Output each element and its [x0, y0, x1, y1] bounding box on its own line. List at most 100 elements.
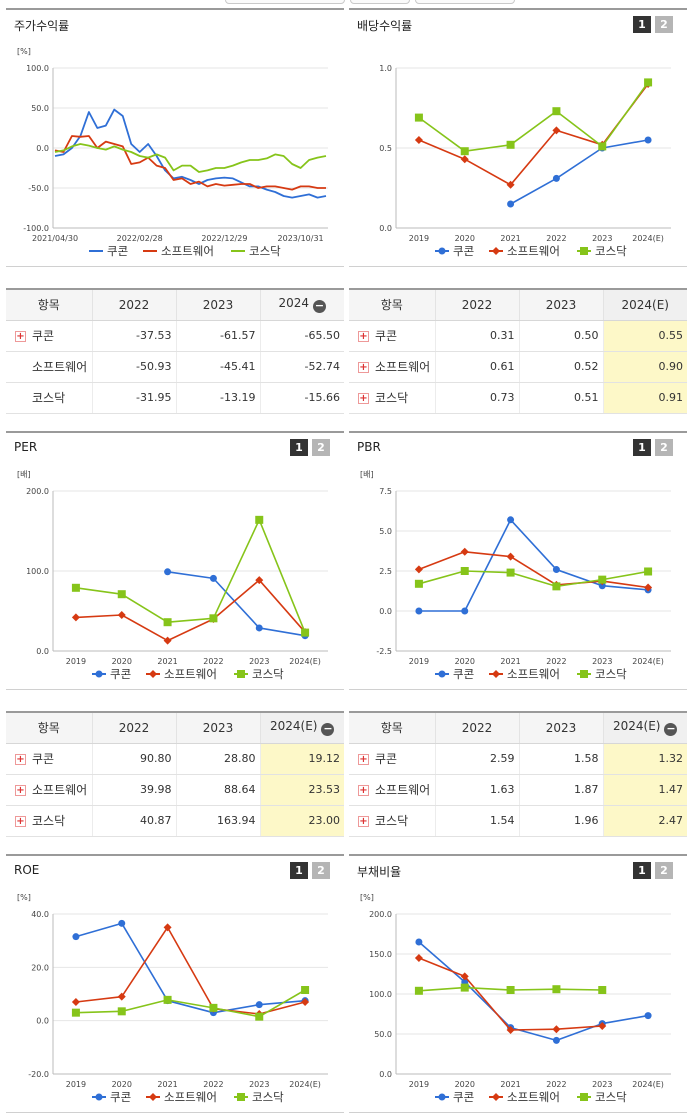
table-cell: -50.93 [91, 351, 176, 383]
toggle-button-2[interactable]: 2 [312, 862, 330, 879]
series-line-coupang [418, 519, 649, 612]
toggle-button-1[interactable]: 1 [290, 862, 308, 879]
x-tick-label: 2022 [546, 234, 566, 243]
table-cell: -31.95 [91, 382, 176, 414]
table-row: + 쿠콘 0.31 0.50 0.55 [349, 320, 687, 352]
legend-item-software: 소프트웨어 [489, 667, 560, 681]
chart-title: 배당수익률 [357, 19, 413, 33]
legend-marker-kosdaq [580, 670, 588, 678]
legend-label: 코스닥 [595, 667, 627, 681]
data-point-kosdaq [163, 995, 172, 1004]
data-point-coupang [118, 919, 126, 927]
toggle-button-2[interactable]: 2 [655, 439, 673, 456]
toggle-button-2[interactable]: 2 [312, 439, 330, 456]
data-point-kosdaq [117, 590, 126, 599]
legend-label: 코스닥 [595, 244, 627, 258]
y-tick-label: 100.0 [26, 567, 49, 576]
legend-item-kosdaq: 코스닥 [231, 244, 281, 258]
x-tick-label: 2024(E) [632, 657, 664, 666]
y-tick-label: 50.0 [31, 104, 49, 113]
expand-icon[interactable]: + [358, 392, 369, 404]
legend-item-kosdaq: 코스닥 [234, 667, 284, 681]
expand-icon[interactable]: + [15, 753, 26, 765]
chart-panel-debt-ratio: 부채비율 1 2 [%] 200.0 150.0 100.0 50.0 0.0 2019 2020 2… [349, 854, 687, 1113]
expand-icon[interactable]: + [15, 784, 26, 796]
legend-item-kosdaq: 코스닥 [577, 667, 627, 681]
legend-marker-software [149, 1093, 157, 1101]
toggle-button-1[interactable]: 1 [633, 862, 651, 879]
data-point-kosdaq [209, 614, 218, 623]
legend-label: 소프트웨어 [161, 244, 214, 258]
legend-marker-software [492, 670, 500, 678]
x-tick-label: 2024(E) [289, 1080, 321, 1089]
toolbar-button[interactable] [225, 0, 345, 4]
table-cell: 1.54 [434, 805, 519, 837]
row-label: 소프트웨어 [6, 351, 92, 383]
data-point-coupang [507, 516, 515, 524]
table-cell: 28.80 [175, 743, 260, 775]
y-tick-label: 200.0 [26, 487, 49, 496]
expand-icon[interactable]: + [358, 361, 369, 373]
legend-item-kosdaq: 코스닥 [234, 1090, 284, 1104]
data-point-software [117, 611, 126, 619]
toolbar-button[interactable] [415, 0, 515, 4]
expand-icon[interactable]: + [358, 753, 369, 765]
data-point-kosdaq [460, 567, 469, 575]
table-cell: -15.66 [259, 382, 344, 414]
data-point-kosdaq [644, 78, 653, 87]
legend-item-software: 소프트웨어 [489, 1090, 560, 1104]
series-coupang [415, 938, 652, 1044]
data-point-kosdaq [301, 628, 310, 637]
top-toolbar [0, 0, 691, 6]
legend-marker-kosdaq [580, 1093, 588, 1101]
data-point-coupang [552, 174, 560, 182]
collapse-icon[interactable]: − [664, 722, 678, 737]
toggle-button-1[interactable]: 1 [633, 16, 651, 33]
expand-icon[interactable]: + [15, 330, 26, 342]
expand-icon[interactable]: + [358, 784, 369, 796]
column-header: 2022 [91, 289, 176, 321]
y-tick-label: 7.5 [379, 487, 392, 496]
chart-title: 주가수익률 [14, 19, 70, 33]
legend-marker-coupang [438, 1093, 446, 1101]
legend-item-kosdaq: 코스닥 [577, 244, 627, 258]
expand-icon[interactable]: + [15, 815, 26, 827]
expand-icon[interactable]: + [358, 330, 369, 342]
data-point-coupang [255, 624, 263, 632]
table-row: + 코스닥 1.54 1.96 2.47 [349, 805, 687, 837]
legend-item-kosdaq: 코스닥 [577, 1090, 627, 1104]
data-table-dividend: 항목 2022 2023 2024(E) + 쿠콘 0.31 0.50 0.55 + 소프트웨어 0.… [349, 288, 687, 414]
data-point-software [71, 613, 80, 622]
x-tick-label: 2022 [546, 657, 566, 666]
column-header: 2024(E) − [602, 712, 687, 744]
toolbar-button[interactable] [350, 0, 410, 4]
legend-label: 쿠콘 [107, 244, 128, 258]
toggle-button-1[interactable]: 1 [633, 439, 651, 456]
data-point-kosdaq [506, 140, 515, 149]
series-kosdaq [71, 515, 310, 637]
x-tick-label: 2022 [546, 1080, 566, 1089]
table-cell: -61.57 [175, 320, 260, 352]
toggle-button-2[interactable]: 2 [655, 16, 673, 33]
y-tick-label: 0.0 [36, 647, 49, 656]
table-cell: -65.50 [259, 320, 344, 352]
series-coupang [507, 136, 652, 208]
legend-marker-coupang [95, 670, 103, 678]
toggle-button-1[interactable]: 1 [290, 439, 308, 456]
legend-item-software: 소프트웨어 [146, 667, 217, 681]
x-tick-label: 2021 [157, 1080, 177, 1089]
data-point-kosdaq [301, 986, 310, 994]
column-header: 2022 [434, 289, 519, 321]
expand-icon[interactable]: + [358, 815, 369, 827]
toggle-button-2[interactable]: 2 [655, 862, 673, 879]
y-tick-label: 50.0 [374, 1030, 392, 1039]
y-tick-label: 200.0 [369, 910, 392, 919]
y-axis-unit: [%] [360, 893, 374, 902]
collapse-icon[interactable]: − [321, 722, 335, 737]
legend-marker-coupang [438, 247, 446, 255]
collapse-icon[interactable]: − [313, 299, 327, 314]
x-tick-label: 2024(E) [632, 234, 664, 243]
table-cell: 2.59 [434, 743, 519, 775]
chart-panel-pbr: PBR 1 2 [배] 7.5 5.0 2.5 0.0 -2.5 2019 2020 2021 2022… [349, 431, 687, 690]
